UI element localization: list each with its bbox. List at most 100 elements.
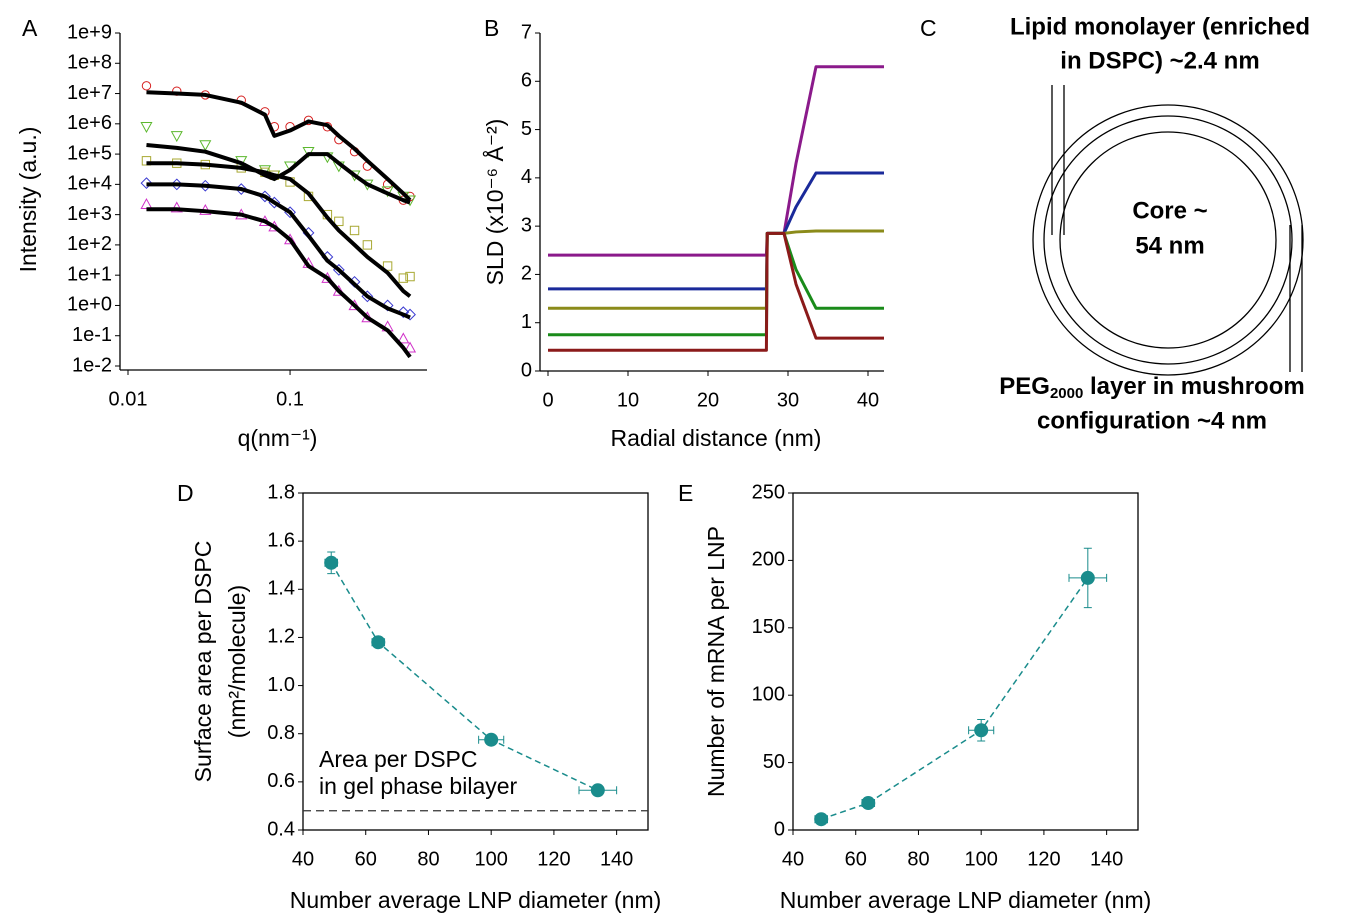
y-tick-label: 0.6: [267, 770, 295, 792]
data-point: [349, 225, 360, 236]
diagram-label: PEG2000 layer in mushroom: [999, 373, 1304, 402]
y-tick-label: 1e+3: [67, 203, 112, 225]
data-point: [334, 216, 344, 227]
y-tick-label: 1e+6: [67, 112, 112, 134]
x-tick-label: 40: [292, 848, 314, 870]
x-axis-label: Number average LNP diameter (nm): [780, 887, 1152, 913]
y-axis-label: Number of mRNA per LNP: [703, 526, 729, 797]
x-axis-label: Radial distance (nm): [611, 425, 822, 451]
diagram-label: configuration ~4 nm: [1037, 407, 1267, 434]
y-tick-label: 1e+5: [67, 142, 112, 164]
panel-letter: E: [678, 480, 693, 506]
series-line: [330, 562, 599, 791]
y-tick-label: 1e-2: [72, 354, 112, 376]
x-tick-label: 0: [542, 389, 553, 411]
annotation: in gel phase bilayer: [319, 773, 518, 799]
data-point: [590, 783, 605, 798]
y-tick-label: 1e+0: [67, 294, 112, 316]
series-line: [548, 231, 884, 352]
y-axis-label: SLD (x10⁻⁶ Å⁻²): [481, 119, 508, 286]
x-tick-label: 30: [777, 389, 799, 411]
y-tick-label: 1.8: [267, 481, 295, 503]
data-point: [371, 635, 386, 650]
label-subscript: 2000: [1050, 385, 1083, 402]
series-line: [146, 182, 411, 320]
plot-frame: [792, 492, 1139, 831]
x-tick-label: 100: [474, 848, 507, 870]
data-point: [1080, 570, 1095, 585]
y-tick-label: 6: [521, 70, 532, 92]
series-line: [146, 142, 411, 205]
x-tick-label: 20: [697, 389, 719, 411]
data-point: [381, 299, 394, 312]
panel-c: [1032, 85, 1304, 376]
data-point: [140, 177, 153, 190]
series-line: [820, 577, 1089, 820]
panel-letter: C: [920, 15, 937, 41]
y-tick-label: 0: [521, 359, 532, 381]
y-axis-label: Intensity (a.u.): [15, 127, 41, 273]
y-tick-label: 50: [763, 751, 785, 773]
series-line: [146, 207, 412, 359]
panel-letter: D: [177, 480, 194, 506]
data-point: [974, 723, 989, 738]
data-point: [861, 796, 876, 811]
data-point: [397, 306, 410, 319]
data-point: [398, 273, 409, 283]
x-tick-label: 40: [857, 389, 879, 411]
y-tick-label: 5: [521, 118, 532, 140]
y-tick-label: 1.0: [267, 674, 295, 696]
panel-letter: A: [22, 15, 38, 41]
series-line: [146, 161, 412, 298]
y-tick-label: 1e+4: [67, 173, 112, 195]
diagram-label: Lipid monolayer (enriched: [1010, 13, 1310, 40]
y-tick-label: 1.2: [267, 626, 295, 648]
data-point: [170, 131, 183, 143]
y-tick-label: 150: [752, 616, 785, 638]
y-tick-label: 1e+9: [67, 21, 112, 43]
y-tick-label: 2: [521, 263, 532, 285]
y-tick-label: 1e+7: [67, 82, 112, 104]
x-tick-label: 140: [1090, 848, 1123, 870]
y-tick-label: 0: [774, 818, 785, 840]
y-tick-label: 1e+2: [67, 233, 112, 255]
x-axis-label: Number average LNP diameter (nm): [290, 887, 662, 913]
data-point: [140, 122, 153, 133]
data-point: [814, 812, 829, 827]
y-tick-label: 250: [752, 481, 785, 503]
x-tick-label: 0.1: [276, 388, 304, 410]
data-point: [404, 308, 416, 321]
y-tick-label: 7: [521, 21, 532, 43]
annotation: Area per DSPC: [319, 746, 478, 772]
x-tick-label: 0.01: [109, 388, 148, 410]
panel-letter: B: [484, 15, 499, 41]
data-point: [170, 201, 183, 213]
data-point: [141, 81, 152, 91]
middle-circle: [1043, 115, 1293, 365]
x-tick-label: 80: [907, 848, 929, 870]
core-circle: [1059, 131, 1277, 349]
x-tick-label: 140: [600, 848, 633, 870]
data-point: [397, 332, 410, 344]
x-tick-label: 10: [617, 389, 639, 411]
series-line: [548, 231, 884, 337]
y-tick-label: 0.8: [267, 722, 295, 744]
x-tick-label: 40: [782, 848, 804, 870]
series-line: [548, 65, 884, 257]
y-tick-label: 200: [752, 549, 785, 571]
label-part: PEG: [999, 373, 1050, 400]
data-point: [403, 341, 417, 353]
series-line: [146, 90, 412, 202]
y-tick-label: 4: [521, 166, 532, 188]
y-tick-label: 1: [521, 311, 532, 333]
y-tick-label: 1.6: [267, 529, 295, 551]
x-axis-label: q(nm⁻¹): [238, 425, 318, 451]
data-point: [484, 732, 499, 747]
y-tick-label: 1e-1: [72, 324, 112, 346]
x-tick-label: 100: [964, 848, 997, 870]
x-tick-label: 60: [355, 848, 377, 870]
y-tick-label: 100: [752, 683, 785, 705]
outer-circle: [1032, 104, 1304, 376]
diagram-label: 54 nm: [1135, 232, 1204, 259]
y-tick-label: 1e+8: [67, 52, 112, 74]
